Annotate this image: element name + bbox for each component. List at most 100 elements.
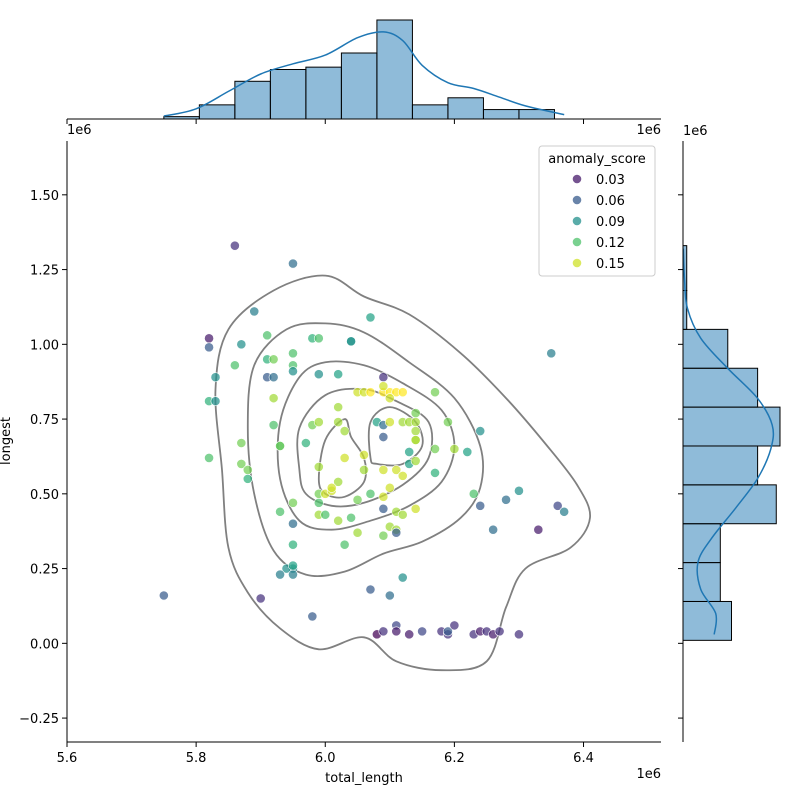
scatter-point [300,438,311,448]
y-tick-label: 0.50 [30,488,59,503]
scatter-point [462,447,473,457]
scatter-point [488,524,499,535]
scatter-point [249,306,260,317]
scatter-point [378,381,389,392]
scatter-point [288,518,298,529]
scatter-point [365,488,376,499]
scatter-point [313,333,324,344]
scatter-point [404,447,415,457]
legend: anomaly_score 0.03 0.06 0.09 0.12 0.15 [538,145,656,277]
y-tick-label: 1.00 [30,338,59,353]
scatter-point [204,453,214,463]
scatter-point [288,560,298,571]
scatter-point [210,372,221,383]
scatter-point [268,372,279,383]
scatter-point [346,512,356,523]
scatter-point [313,462,324,472]
scatter-point [313,497,324,508]
y-axis-ticks: −0.25 0.00 0.25 0.50 0.75 1.00 1.25 1.50 [19,189,67,727]
scatter-point [268,354,279,365]
scatter-point [365,387,376,398]
scatter-point [501,494,511,505]
y-histogram-bar [682,600,732,641]
legend-items: 0.03 0.06 0.09 0.12 0.15 [572,173,625,272]
y-tick-label: −0.25 [19,712,59,727]
legend-marker [572,237,582,247]
scatter-point [430,444,440,454]
x-histogram-bar [269,69,307,120]
scatter-point [410,503,421,514]
scatter-point [236,438,247,448]
scatter-point [339,539,350,550]
scatter-point [359,465,369,475]
scatter-point [242,473,253,484]
scatter-point [210,396,221,407]
y-histogram-bar [682,406,781,447]
scatter-point [443,626,453,637]
y-tick-label: 0.25 [30,563,59,578]
y-histogram [682,245,781,641]
kde-contour [246,322,484,577]
scatter-point [333,515,344,526]
scatter-point [288,569,298,580]
top-offset-label-left: 1e6 [67,123,92,138]
x-axis-label: total_length [325,771,403,786]
scatter-point [262,330,273,341]
scatter-point [378,465,389,475]
scatter-point [359,450,369,460]
legend-label: 0.09 [596,215,625,230]
scatter-point [514,629,524,640]
y-histogram-bar [682,445,759,486]
scatter-point [288,348,298,359]
legend-marker [572,258,582,268]
y-kde-line [682,248,775,635]
x-histogram-bar [447,97,484,120]
y-axis-label: longest [0,417,14,465]
scatter-point [449,444,460,454]
scatter-point [533,524,544,535]
scatter-points [158,240,570,640]
x-axis-ticks: 5.6 5.8 6.0 6.2 6.4 [57,742,594,766]
scatter-point [404,629,415,640]
scatter-point [313,369,324,380]
y-histogram-bar [682,367,759,408]
right-marginal-axes: 1e6 [678,124,781,742]
legend-frame [538,145,656,277]
scatter-point [378,626,389,637]
scatter-point [378,530,389,541]
x-tick-label: 5.8 [186,751,207,766]
scatter-point [475,500,486,511]
legend-marker [572,216,582,226]
kde-contours [214,274,591,672]
scatter-point [410,435,421,445]
scatter-point [391,465,402,475]
main-axes: 5.6 5.8 6.0 6.2 6.4 −0.25 0.00 0.25 0.50 0.75 1.0… [0,141,661,786]
scatter-point [384,590,395,601]
scatter-point [397,509,408,520]
x-tick-label: 6.4 [573,751,594,766]
scatter-point [333,402,344,413]
scatter-point [384,482,395,493]
scatter-point [307,611,318,622]
x-histogram [163,19,555,120]
scatter-point [275,569,285,580]
x-offset-label: 1e6 [636,767,661,782]
scatter-point [514,485,524,496]
scatter-point [236,339,247,350]
y-histogram-bar [682,523,721,564]
scatter-point [378,491,389,502]
top-offset-label-right: 1e6 [636,123,661,138]
scatter-point [546,348,557,359]
scatter-point [410,408,421,418]
x-histogram-bar [482,109,520,120]
scatter-point [268,393,279,404]
scatter-point [384,393,395,404]
kde-contour [276,360,456,531]
scatter-point [158,590,169,601]
scatter-point [333,369,344,380]
scatter-point [391,527,402,538]
scatter-point [494,626,505,637]
scatter-point [313,417,324,427]
scatter-point [333,476,344,487]
scatter-point [397,470,408,481]
